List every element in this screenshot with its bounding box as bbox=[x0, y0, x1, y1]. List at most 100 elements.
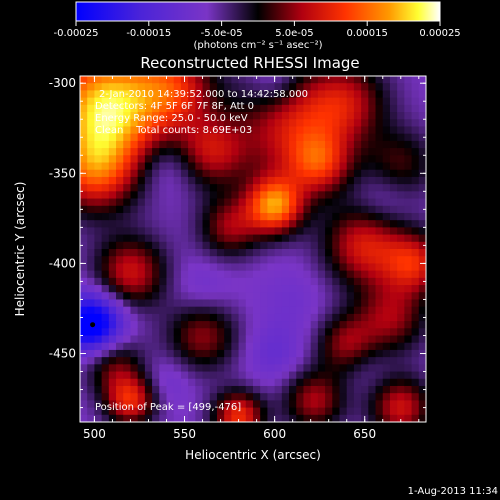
heatmap-cell bbox=[231, 241, 240, 250]
heatmap-cell bbox=[152, 176, 160, 185]
heatmap-cell bbox=[101, 162, 110, 171]
heatmap-cell bbox=[253, 112, 261, 120]
heatmap-cell bbox=[80, 104, 88, 113]
heatmap-cell bbox=[389, 104, 398, 113]
heatmap-cell bbox=[195, 169, 204, 178]
heatmap-cell bbox=[281, 321, 290, 329]
heatmap-cell bbox=[411, 76, 420, 84]
heatmap-cell bbox=[332, 263, 341, 272]
heatmap-cell bbox=[267, 342, 276, 351]
heatmap-cell bbox=[159, 277, 168, 286]
heatmap-cell bbox=[166, 328, 175, 337]
heatmap-cell bbox=[173, 83, 182, 92]
heatmap-cell bbox=[303, 306, 312, 315]
heatmap-cell bbox=[310, 155, 319, 164]
heatmap-cell bbox=[317, 357, 326, 365]
heatmap-cell bbox=[173, 119, 182, 128]
heatmap-cell bbox=[281, 349, 290, 358]
heatmap-cell bbox=[361, 292, 369, 301]
heatmap-cell bbox=[281, 385, 290, 394]
heatmap-cell bbox=[274, 342, 283, 351]
heatmap-cell bbox=[224, 191, 232, 200]
heatmap-cell bbox=[296, 328, 305, 337]
heatmap-cell bbox=[116, 407, 124, 416]
heatmap-cell bbox=[238, 126, 247, 135]
heatmap-cell bbox=[332, 335, 341, 344]
heatmap-cell bbox=[389, 205, 398, 214]
heatmap-cell bbox=[166, 227, 175, 236]
heatmap-cell bbox=[339, 263, 348, 272]
heatmap-cell bbox=[253, 378, 261, 387]
heatmap-cell bbox=[353, 378, 362, 387]
heatmap-cell bbox=[116, 249, 124, 257]
heatmap-cell bbox=[274, 349, 283, 358]
heatmap-cell bbox=[325, 212, 333, 221]
heatmap-cell bbox=[317, 176, 326, 185]
heatmap-cell bbox=[346, 407, 355, 416]
heatmap-cell bbox=[245, 212, 254, 221]
heatmap-cell bbox=[346, 335, 355, 344]
heatmap-cell bbox=[418, 104, 426, 113]
heatmap-cell bbox=[116, 306, 124, 315]
heatmap-cell bbox=[368, 349, 377, 358]
heatmap-cell bbox=[382, 306, 391, 315]
heatmap-cell bbox=[397, 342, 405, 351]
heatmap-cell bbox=[166, 292, 175, 301]
heatmap-cell bbox=[375, 277, 384, 286]
heatmap-cell bbox=[332, 227, 341, 236]
heatmap-cell bbox=[361, 285, 369, 293]
heatmap-cell bbox=[332, 198, 341, 207]
heatmap-cell bbox=[216, 378, 225, 387]
heatmap-cell bbox=[216, 119, 225, 128]
heatmap-cell bbox=[346, 270, 355, 279]
heatmap-cell bbox=[224, 140, 232, 149]
heatmap-cell bbox=[310, 227, 319, 236]
heatmap-cell bbox=[195, 364, 204, 373]
heatmap-cell bbox=[80, 306, 88, 315]
heatmap-cell bbox=[202, 263, 211, 272]
heatmap-cell bbox=[353, 385, 362, 394]
heatmap-cell bbox=[245, 263, 254, 272]
heatmap-cell bbox=[166, 126, 175, 135]
heatmap-cell bbox=[87, 205, 96, 214]
heatmap-cell bbox=[404, 205, 413, 214]
heatmap-cell bbox=[130, 90, 139, 99]
heatmap-cell bbox=[101, 335, 110, 344]
heatmap-cell bbox=[310, 90, 319, 99]
heatmap-cell bbox=[253, 292, 261, 301]
heatmap-cell bbox=[382, 328, 391, 337]
heatmap-cell bbox=[289, 198, 297, 207]
heatmap-cell bbox=[310, 104, 319, 113]
heatmap-cell bbox=[116, 90, 124, 99]
heatmap-cell bbox=[173, 227, 182, 236]
heatmap-cell bbox=[382, 191, 391, 200]
heatmap-cell bbox=[418, 357, 426, 365]
heatmap-cell bbox=[123, 378, 132, 387]
heatmap-cell bbox=[224, 328, 232, 337]
heatmap-cell bbox=[404, 328, 413, 337]
heatmap-cell bbox=[274, 256, 283, 265]
heatmap-cell bbox=[346, 313, 355, 322]
heatmap-cell bbox=[202, 227, 211, 236]
heatmap-cell bbox=[209, 76, 218, 84]
heatmap-cell bbox=[361, 335, 369, 344]
heatmap-cell bbox=[296, 83, 305, 92]
heatmap-cell bbox=[224, 234, 232, 243]
heatmap-cell bbox=[123, 285, 132, 293]
heatmap-cell bbox=[353, 119, 362, 128]
heatmap-cell bbox=[346, 328, 355, 337]
heatmap-cell bbox=[411, 407, 420, 416]
heatmap-cell bbox=[137, 83, 146, 92]
heatmap-cell bbox=[418, 176, 426, 185]
heatmap-cell bbox=[281, 198, 290, 207]
heatmap-cell bbox=[397, 328, 405, 337]
heatmap-cell bbox=[224, 292, 232, 301]
heatmap-cell bbox=[209, 126, 218, 135]
heatmap-cell bbox=[296, 393, 305, 401]
heatmap-cell bbox=[289, 227, 297, 236]
heatmap-cell bbox=[159, 234, 168, 243]
heatmap-cell bbox=[245, 385, 254, 394]
heatmap-cell bbox=[253, 306, 261, 315]
heatmap-cell bbox=[173, 184, 182, 192]
heatmap-cell bbox=[130, 191, 139, 200]
